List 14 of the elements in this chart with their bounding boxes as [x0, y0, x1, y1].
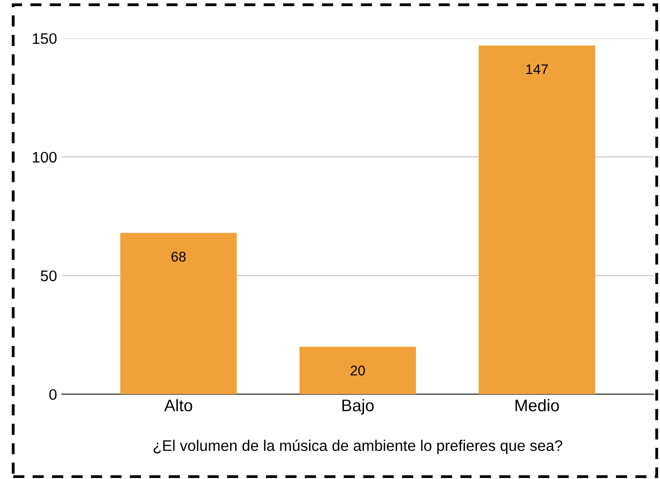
y-tick-label: 100 [32, 152, 57, 163]
x-tick-label: Alto [164, 399, 192, 412]
data-label: 20 [350, 366, 365, 376]
data-label: 68 [172, 252, 186, 262]
y-tick-label: 150 [32, 33, 57, 44]
bar [299, 346, 416, 394]
y-tick-label: 0 [49, 389, 57, 400]
x-axis-title: ¿El volumen de la música de ambiente lo prefieres que sea? [154, 440, 562, 454]
x-tick-label: Bajo [342, 399, 374, 415]
bar [478, 45, 596, 394]
y-tick-label: 50 [40, 270, 57, 282]
bar [120, 232, 237, 394]
x-tick-label: Medio [516, 399, 559, 412]
data-label: 147 [526, 64, 548, 74]
